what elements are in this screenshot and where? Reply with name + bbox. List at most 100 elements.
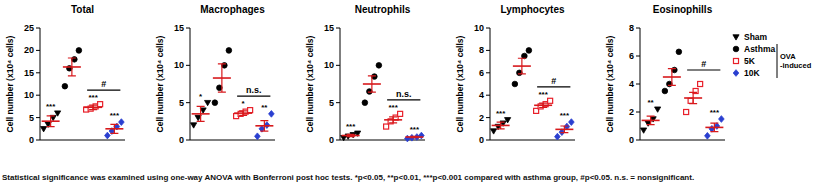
bracket-label: n.s. (396, 89, 412, 99)
significance-label: * (199, 92, 203, 101)
y-tick (636, 56, 640, 57)
y-tick (486, 72, 490, 73)
error-bar (497, 122, 505, 129)
y-axis-label: Cell number (x10⁴ cells) (5, 35, 15, 132)
y-tick-label: 8 (629, 23, 634, 33)
data-point (419, 132, 425, 139)
panel: TotalCell number (x10⁴ cells)0510152025*… (5, 4, 125, 145)
legend-label: 5K (744, 56, 756, 66)
error-bar (110, 124, 118, 133)
data-point (662, 88, 668, 94)
error-bar (260, 121, 268, 131)
error-bar (647, 116, 655, 124)
legend-group-label: OVA-induced (780, 52, 812, 70)
marks (341, 63, 425, 142)
y-tick (486, 117, 490, 118)
error-bar (668, 69, 676, 86)
error-bar (410, 136, 418, 137)
significance-label: ** (261, 103, 268, 112)
error-bar (689, 92, 697, 103)
y-axis (40, 28, 41, 140)
comparison-bracket (537, 86, 570, 87)
x-axis (190, 140, 275, 141)
data-point (248, 108, 253, 113)
marks (41, 48, 125, 139)
panel: MacrophagesCell number (x10⁴ cells)05101… (155, 4, 275, 145)
data-point (398, 111, 403, 116)
y-axis-label: Cell number (x10⁴ cells) (605, 35, 615, 132)
data-point (41, 127, 47, 132)
panel-title: Total (71, 4, 94, 15)
comparison-bracket (237, 96, 270, 97)
error-bar (89, 105, 97, 109)
panel-title: Macrophages (200, 4, 265, 15)
error-bar (560, 126, 568, 133)
footnote: Statistical significance was examined us… (2, 173, 694, 182)
error-bar (197, 106, 205, 121)
y-tick (486, 140, 490, 141)
data-point (62, 83, 68, 89)
panel-title: Eosinophills (653, 4, 713, 15)
y-axis (340, 28, 341, 140)
y-tick (336, 102, 340, 103)
panel: LymphocytesCell number (x10⁴ cells)02468… (455, 4, 575, 145)
y-tick (186, 65, 190, 66)
y-tick-label: 10 (174, 60, 184, 70)
error-bar (68, 58, 76, 76)
x-axis (640, 140, 725, 141)
error-bar (518, 58, 526, 74)
data-point (555, 133, 561, 140)
data-point (698, 81, 703, 86)
y-tick-label: 0 (629, 135, 634, 145)
marks (641, 49, 725, 139)
data-point (269, 111, 275, 118)
error-bar (539, 103, 547, 107)
bracket-label: # (551, 76, 556, 86)
y-tick-label: 8 (479, 45, 484, 55)
y-tick-label: 15 (324, 23, 334, 33)
y-tick-label: 2 (629, 107, 634, 117)
x-axis (40, 140, 125, 141)
marks (491, 48, 575, 140)
significance-label: *** (410, 125, 420, 134)
data-point (548, 98, 553, 103)
legend: ShamAsthma5K10KOVA-induced (733, 32, 812, 78)
y-tick (336, 65, 340, 66)
y-tick-label: 25 (24, 23, 34, 33)
significance-label: *** (496, 109, 506, 118)
data-point (688, 98, 693, 103)
y-tick (36, 117, 40, 118)
significance-label: *** (46, 102, 56, 111)
y-tick-label: 0 (179, 135, 184, 145)
y-tick-label: 6 (479, 68, 484, 78)
y-tick (36, 140, 40, 141)
data-point (76, 48, 82, 54)
data-point (376, 63, 382, 69)
significance-label: *** (538, 90, 548, 99)
data-point (684, 109, 689, 114)
data-point (362, 100, 368, 106)
y-tick (186, 28, 190, 29)
legend-label: Sham (744, 32, 768, 42)
data-point (512, 81, 518, 87)
y-tick (336, 140, 340, 141)
panel-title: Lymphocytes (500, 4, 565, 15)
significance-label: *** (110, 111, 120, 120)
y-tick-label: 10 (24, 90, 34, 100)
error-bar (710, 123, 718, 131)
y-tick (36, 50, 40, 51)
y-tick (636, 28, 640, 29)
y-tick (336, 28, 340, 29)
y-tick (36, 28, 40, 29)
significance-label: * (242, 99, 246, 108)
y-tick-label: 0 (479, 135, 484, 145)
y-tick (636, 112, 640, 113)
bracket-label: n.s. (246, 85, 262, 95)
panel: NeutrophilsCell number (x10⁴ cells)05101… (305, 4, 425, 145)
y-tick-label: 4 (479, 90, 484, 100)
y-tick-label: 5 (329, 98, 334, 108)
comparison-bracket (687, 69, 720, 70)
y-tick (36, 95, 40, 96)
y-tick-label: 5 (29, 113, 34, 123)
legend-label: 10K (744, 68, 760, 78)
